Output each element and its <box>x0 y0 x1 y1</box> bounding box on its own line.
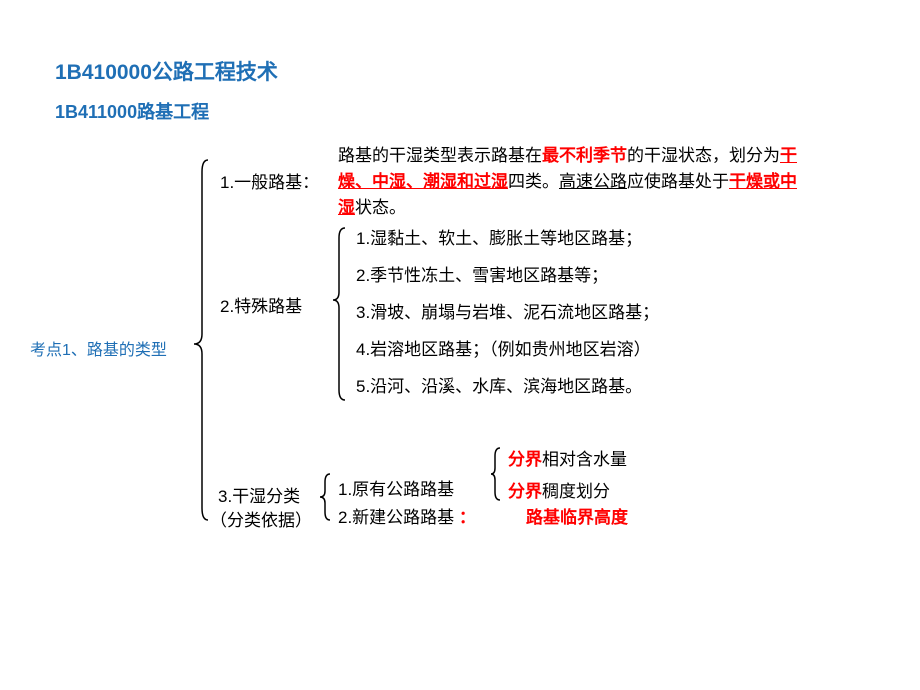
brace-sub <box>0 0 920 690</box>
text-red: 分界 <box>508 450 542 469</box>
wetdry-sub-1: 分界相对含水量 <box>508 446 627 473</box>
text-red: 分界 <box>508 482 542 501</box>
wetdry-new-label: 路基临界高度 <box>526 504 628 531</box>
text-red: 路基临界高度 <box>526 508 628 527</box>
wetdry-sub-2: 分界稠度划分 <box>508 478 610 505</box>
text: 相对含水量 <box>542 450 627 469</box>
text: 稠度划分 <box>542 482 610 501</box>
